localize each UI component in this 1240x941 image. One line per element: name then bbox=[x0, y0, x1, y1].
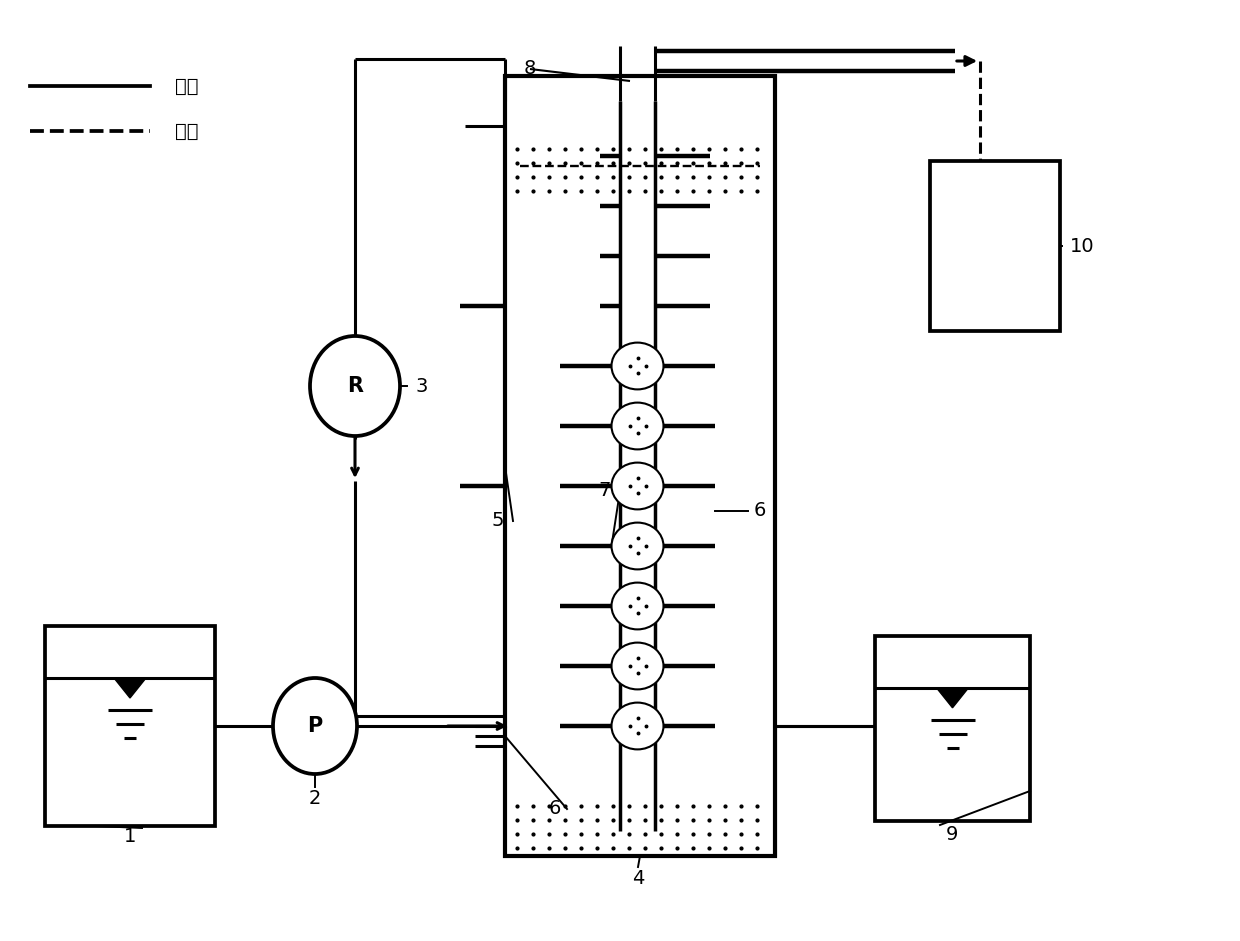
Ellipse shape bbox=[273, 678, 357, 774]
Ellipse shape bbox=[611, 643, 663, 690]
Text: 水线: 水线 bbox=[175, 76, 198, 95]
Text: 1: 1 bbox=[124, 826, 136, 846]
Ellipse shape bbox=[611, 403, 663, 450]
Bar bbox=[930, 161, 1060, 331]
Text: 5: 5 bbox=[492, 512, 505, 531]
Text: 8: 8 bbox=[523, 59, 536, 78]
Text: 2: 2 bbox=[309, 789, 321, 808]
Text: R: R bbox=[347, 376, 363, 396]
Ellipse shape bbox=[310, 336, 401, 436]
Text: P: P bbox=[308, 716, 322, 736]
Text: 4: 4 bbox=[632, 869, 645, 888]
Ellipse shape bbox=[611, 463, 663, 509]
Text: 6: 6 bbox=[549, 800, 562, 819]
Text: 6: 6 bbox=[754, 502, 766, 520]
Text: 7: 7 bbox=[599, 482, 611, 501]
Polygon shape bbox=[936, 688, 968, 708]
Text: 气线: 气线 bbox=[175, 121, 198, 140]
Text: 9: 9 bbox=[946, 825, 959, 844]
Bar bbox=[505, 76, 775, 856]
Ellipse shape bbox=[611, 582, 663, 630]
Bar bbox=[45, 626, 215, 826]
Text: 10: 10 bbox=[1070, 236, 1095, 256]
Bar bbox=[875, 636, 1030, 821]
Polygon shape bbox=[114, 678, 146, 698]
Ellipse shape bbox=[611, 703, 663, 749]
Ellipse shape bbox=[611, 343, 663, 390]
Ellipse shape bbox=[611, 522, 663, 569]
Text: 3: 3 bbox=[415, 376, 428, 395]
